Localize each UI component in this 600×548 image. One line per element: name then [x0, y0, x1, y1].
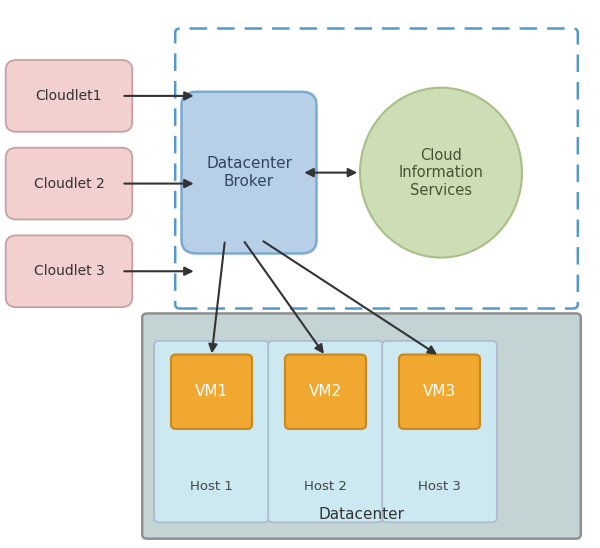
Text: Cloud
Information
Services: Cloud Information Services — [398, 148, 484, 197]
Text: Datacenter: Datacenter — [319, 507, 404, 522]
Text: Cloudlet1: Cloudlet1 — [36, 89, 102, 103]
FancyBboxPatch shape — [399, 355, 480, 429]
FancyBboxPatch shape — [382, 341, 497, 522]
FancyBboxPatch shape — [6, 60, 133, 132]
FancyBboxPatch shape — [154, 341, 269, 522]
Text: Host 2: Host 2 — [304, 480, 347, 493]
FancyBboxPatch shape — [182, 92, 317, 253]
Ellipse shape — [360, 88, 522, 258]
FancyBboxPatch shape — [6, 147, 133, 219]
Text: VM3: VM3 — [423, 384, 456, 399]
Text: Cloudlet 3: Cloudlet 3 — [34, 264, 104, 278]
Text: Host 1: Host 1 — [190, 480, 233, 493]
FancyBboxPatch shape — [285, 355, 366, 429]
Text: VM2: VM2 — [309, 384, 342, 399]
FancyBboxPatch shape — [171, 355, 252, 429]
FancyBboxPatch shape — [142, 313, 581, 539]
FancyBboxPatch shape — [6, 236, 133, 307]
Text: VM1: VM1 — [195, 384, 228, 399]
Text: Host 3: Host 3 — [418, 480, 461, 493]
Text: Datacenter
Broker: Datacenter Broker — [206, 156, 292, 189]
Text: Cloudlet 2: Cloudlet 2 — [34, 176, 104, 191]
FancyBboxPatch shape — [268, 341, 383, 522]
